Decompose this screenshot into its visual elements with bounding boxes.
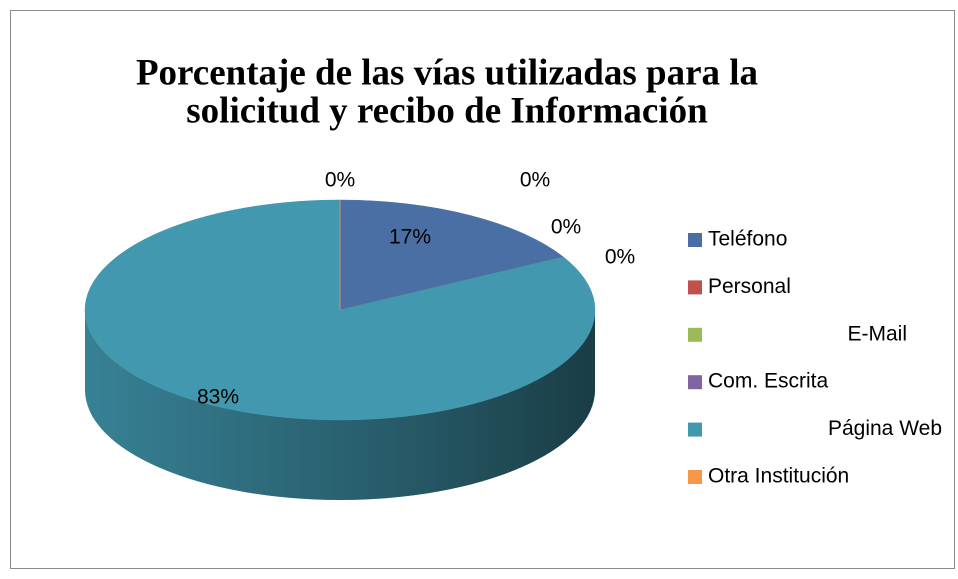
- legend-swatch: [688, 422, 702, 437]
- legend-label: Teléfono: [708, 228, 787, 251]
- data-label: 0%: [520, 169, 550, 192]
- chart-title: Porcentaje de las vías utilizadas para l…: [136, 52, 758, 93]
- data-label: 0%: [325, 169, 355, 192]
- pie-slice: [339, 199, 565, 311]
- pie-side-shade: [85, 310, 595, 500]
- legend-label: Otra Institución: [708, 465, 849, 488]
- legend-swatch: [688, 470, 702, 484]
- data-label: 83%: [197, 386, 239, 409]
- legend-label: Com. Escrita: [708, 370, 829, 393]
- legend-label: Página Web: [828, 417, 942, 440]
- chart-title: solicitud y recibo de Información: [186, 90, 708, 131]
- data-label: 17%: [389, 226, 431, 249]
- data-label: 0%: [605, 246, 635, 269]
- legend-label: E-Mail: [847, 322, 907, 345]
- legend-swatch: [688, 233, 702, 247]
- data-label: 0%: [551, 216, 581, 239]
- legend-swatch: [688, 375, 702, 390]
- legend-label: Personal: [708, 275, 791, 298]
- legend-swatch: [688, 280, 702, 295]
- legend-swatch: [688, 327, 702, 342]
